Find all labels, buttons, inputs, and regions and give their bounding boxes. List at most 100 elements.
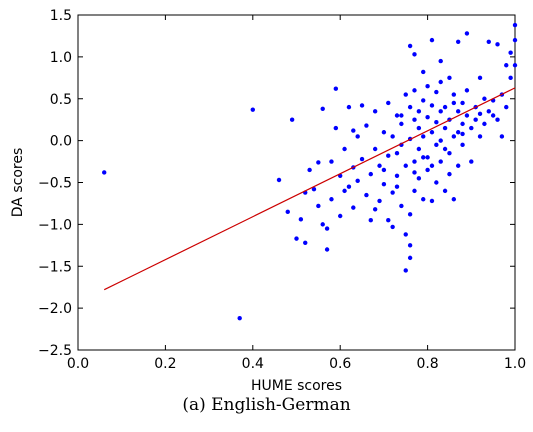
data-point bbox=[355, 178, 360, 184]
data-point bbox=[495, 117, 500, 122]
data-point bbox=[407, 255, 413, 261]
data-point bbox=[333, 125, 339, 131]
x-tick-label: 1.0 bbox=[504, 356, 526, 372]
data-point bbox=[421, 69, 426, 75]
data-point bbox=[407, 104, 413, 110]
data-point bbox=[359, 103, 365, 108]
data-point bbox=[442, 104, 448, 110]
data-point bbox=[412, 117, 417, 122]
data-point bbox=[412, 88, 417, 93]
data-point bbox=[416, 109, 422, 114]
data-point bbox=[473, 117, 478, 122]
data-point bbox=[442, 125, 448, 131]
data-point bbox=[333, 86, 339, 91]
data-point bbox=[390, 134, 395, 139]
y-tick-label: −1.0 bbox=[38, 217, 72, 233]
data-point bbox=[425, 114, 430, 120]
data-point bbox=[451, 134, 457, 139]
data-point bbox=[447, 171, 452, 177]
data-point bbox=[416, 146, 422, 152]
data-point bbox=[460, 121, 465, 127]
data-point bbox=[425, 83, 430, 89]
y-tick-label: 1.5 bbox=[50, 8, 72, 24]
data-point bbox=[298, 217, 304, 222]
data-point bbox=[351, 128, 356, 133]
data-point bbox=[399, 121, 404, 127]
data-point bbox=[447, 150, 452, 156]
data-point bbox=[320, 106, 325, 112]
regression-line bbox=[103, 87, 516, 291]
data-point bbox=[303, 240, 308, 245]
data-point bbox=[425, 167, 430, 173]
y-axis-title: DA scores bbox=[10, 148, 26, 217]
data-points bbox=[102, 22, 518, 321]
data-point bbox=[407, 212, 413, 217]
data-point bbox=[381, 167, 387, 173]
data-point bbox=[464, 113, 470, 118]
data-point bbox=[407, 43, 413, 49]
data-point bbox=[429, 103, 435, 108]
plot-area bbox=[77, 14, 516, 351]
data-point bbox=[464, 31, 470, 36]
data-point bbox=[451, 92, 457, 97]
data-point bbox=[390, 224, 395, 230]
data-point bbox=[421, 98, 426, 103]
x-tick-label: 0.2 bbox=[154, 356, 176, 372]
data-point bbox=[372, 109, 378, 114]
data-point bbox=[412, 159, 417, 164]
data-point bbox=[412, 170, 417, 175]
x-axis-title: HUME scores bbox=[251, 378, 342, 394]
data-point bbox=[434, 142, 439, 148]
data-point bbox=[455, 39, 461, 44]
y-tick-label: 0.0 bbox=[50, 134, 72, 150]
data-point bbox=[372, 146, 378, 152]
data-point bbox=[469, 159, 474, 164]
data-point bbox=[355, 134, 360, 139]
data-point bbox=[429, 37, 435, 43]
data-point bbox=[324, 226, 330, 231]
data-point bbox=[442, 146, 448, 152]
data-point bbox=[438, 138, 443, 143]
data-point bbox=[504, 63, 509, 68]
data-point bbox=[102, 170, 107, 175]
data-point bbox=[364, 192, 369, 198]
data-point bbox=[394, 184, 400, 189]
data-point bbox=[285, 209, 290, 215]
data-point bbox=[504, 104, 509, 110]
data-point bbox=[329, 159, 334, 164]
data-point bbox=[486, 39, 491, 44]
y-tick-label: 0.5 bbox=[50, 92, 72, 108]
data-point bbox=[477, 75, 483, 81]
data-point bbox=[499, 134, 505, 139]
data-point bbox=[490, 113, 496, 118]
data-point bbox=[460, 100, 465, 106]
data-point bbox=[482, 96, 487, 101]
data-point bbox=[477, 134, 483, 139]
data-point bbox=[351, 205, 356, 210]
data-point bbox=[346, 184, 352, 189]
data-point bbox=[342, 188, 347, 194]
data-point bbox=[399, 113, 404, 118]
data-point bbox=[469, 125, 474, 131]
data-point bbox=[324, 247, 330, 252]
data-point bbox=[338, 213, 343, 219]
data-point bbox=[460, 142, 465, 148]
data-point bbox=[512, 22, 518, 28]
data-point bbox=[359, 156, 365, 162]
data-point bbox=[403, 92, 408, 97]
x-tick-label: 0.6 bbox=[329, 356, 351, 372]
data-point bbox=[447, 75, 452, 81]
data-point bbox=[477, 111, 483, 117]
data-point bbox=[364, 123, 369, 128]
data-point bbox=[464, 88, 470, 93]
data-point bbox=[237, 315, 242, 321]
y-tick-label: −2.0 bbox=[38, 301, 72, 317]
data-point bbox=[307, 167, 312, 173]
regression-line-group bbox=[103, 87, 516, 291]
data-point bbox=[342, 146, 347, 152]
data-point bbox=[399, 203, 404, 209]
data-point bbox=[512, 37, 518, 43]
data-point bbox=[390, 190, 395, 195]
data-point bbox=[416, 176, 422, 181]
data-point bbox=[438, 79, 443, 85]
